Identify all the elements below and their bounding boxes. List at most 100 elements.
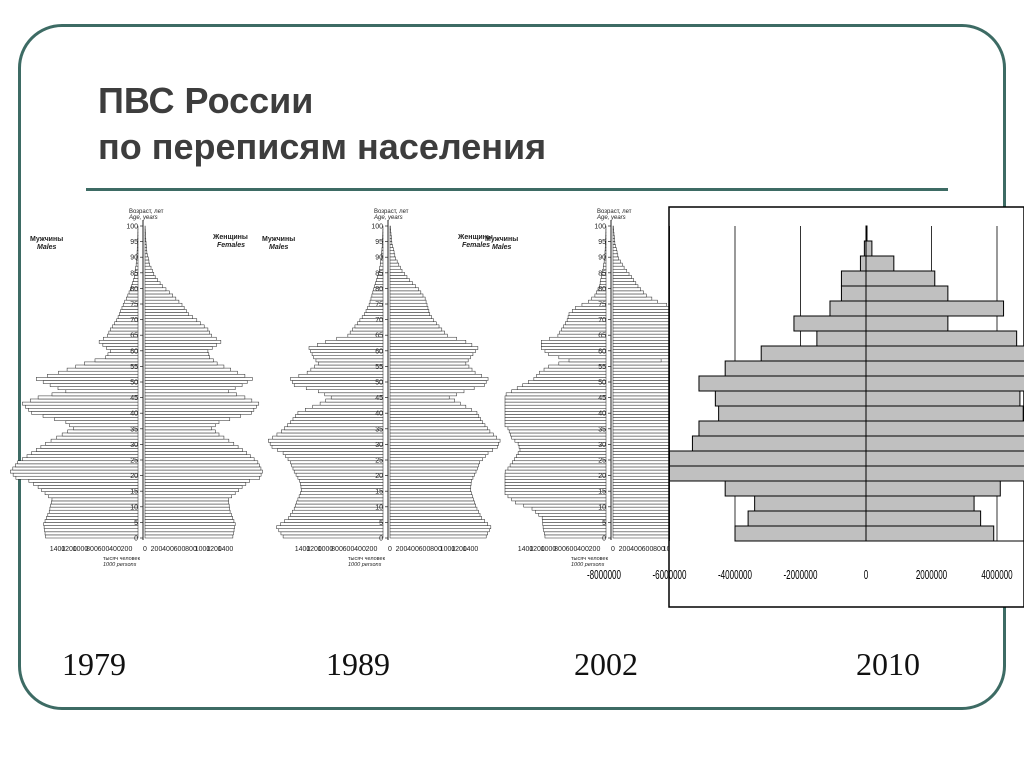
male-bar xyxy=(669,465,867,482)
female-bar xyxy=(144,299,180,304)
female-bar xyxy=(144,401,260,406)
male-bar xyxy=(504,475,607,480)
male-bar xyxy=(698,420,867,437)
age-tick-label: 95 xyxy=(375,239,383,246)
male-bar xyxy=(105,355,139,360)
age-tick-label: 90 xyxy=(598,255,606,262)
male-bar xyxy=(269,441,384,446)
male-bar xyxy=(42,414,139,418)
age-tick-label: 55 xyxy=(130,364,138,371)
female-bar xyxy=(389,235,392,239)
male-bar xyxy=(31,451,139,455)
male-bar xyxy=(724,360,867,377)
female-bar xyxy=(144,472,262,477)
unit-label: тысяч человек xyxy=(103,556,141,562)
age-tick-label: 40 xyxy=(375,411,383,418)
female-bar xyxy=(389,500,475,505)
x-tick-label: -4000000 xyxy=(718,568,752,582)
female-bar xyxy=(144,349,209,353)
female-bar xyxy=(389,250,395,255)
title-underline xyxy=(86,188,948,191)
female-bar xyxy=(144,318,198,323)
male-bar xyxy=(375,281,384,285)
x-tick-label: 1200 xyxy=(451,546,467,553)
female-bar xyxy=(389,352,474,356)
male-bar xyxy=(51,497,139,502)
female-bar xyxy=(389,272,405,276)
female-bar xyxy=(144,272,155,276)
female-bar xyxy=(144,268,153,273)
male-bar xyxy=(44,528,139,533)
female-bar xyxy=(144,275,156,279)
female-bar xyxy=(865,405,1024,422)
age-tick-label: 70 xyxy=(375,317,383,324)
age-tick-label: 65 xyxy=(375,333,383,340)
age-tick-label: 15 xyxy=(375,489,383,496)
unit-label-en: 1000 persons xyxy=(103,562,137,568)
male-bar xyxy=(371,293,384,298)
female-bar xyxy=(389,228,391,233)
female-bar xyxy=(389,389,465,394)
male-bar xyxy=(319,401,384,406)
male-bar xyxy=(312,404,384,409)
x-tick-label: 1000 xyxy=(318,546,334,553)
female-bar xyxy=(144,324,205,329)
female-bar xyxy=(389,358,469,363)
male-bar xyxy=(298,494,384,499)
male-bar xyxy=(504,404,607,409)
male-bar xyxy=(364,312,384,316)
male-bar xyxy=(276,525,384,529)
female-bar xyxy=(144,309,187,313)
male-bar xyxy=(518,445,607,449)
x-tick-label: 0 xyxy=(611,546,615,553)
male-bar xyxy=(315,358,384,363)
male-bar xyxy=(65,420,139,424)
unit-label-en: 1000 persons xyxy=(571,562,605,568)
female-bar xyxy=(612,259,621,264)
age-tick-label: 75 xyxy=(375,302,383,309)
age-axis-title: Возраст, лет xyxy=(597,209,632,215)
age-tick-label: 75 xyxy=(130,302,138,309)
female-bar xyxy=(144,278,158,282)
male-bar xyxy=(65,389,139,394)
male-bar xyxy=(42,380,139,384)
female-bar xyxy=(389,330,445,335)
x-tick-label: 600 xyxy=(642,546,654,553)
female-bar xyxy=(144,432,220,437)
male-bar xyxy=(48,494,139,499)
female-bar xyxy=(389,463,479,468)
age-tick-label: 85 xyxy=(130,270,138,277)
male-bar xyxy=(33,482,139,486)
x-tick-label: 600 xyxy=(343,546,355,553)
female-bar xyxy=(389,408,472,412)
male-bar xyxy=(514,457,607,462)
male-bar xyxy=(57,386,139,390)
year-label-2010: 2010 xyxy=(856,646,920,682)
male-bar xyxy=(504,401,607,406)
age-tick-label: 95 xyxy=(598,239,606,246)
female-bar xyxy=(865,390,1021,407)
male-bar xyxy=(66,367,139,372)
male-bar xyxy=(310,349,384,353)
male-bar xyxy=(36,377,139,381)
female-bar xyxy=(144,522,236,526)
female-bar xyxy=(144,398,253,403)
age-tick-label: 90 xyxy=(375,255,383,262)
male-bar xyxy=(69,423,139,428)
female-bar xyxy=(612,522,674,526)
male-bar xyxy=(516,386,607,390)
female-bar xyxy=(144,265,152,270)
year-label-2002: 2002 xyxy=(574,646,638,682)
age-tick-label: 60 xyxy=(375,348,383,355)
male-bar xyxy=(280,522,384,526)
male-bar xyxy=(816,330,867,347)
male-bar xyxy=(292,509,384,514)
male-bar xyxy=(268,438,384,443)
male-bar xyxy=(98,340,139,344)
male-bar xyxy=(541,343,607,347)
male-bar xyxy=(306,370,384,375)
female-bar xyxy=(144,296,177,301)
male-bar xyxy=(15,475,139,480)
male-bar xyxy=(298,374,384,378)
female-bar xyxy=(389,509,479,514)
